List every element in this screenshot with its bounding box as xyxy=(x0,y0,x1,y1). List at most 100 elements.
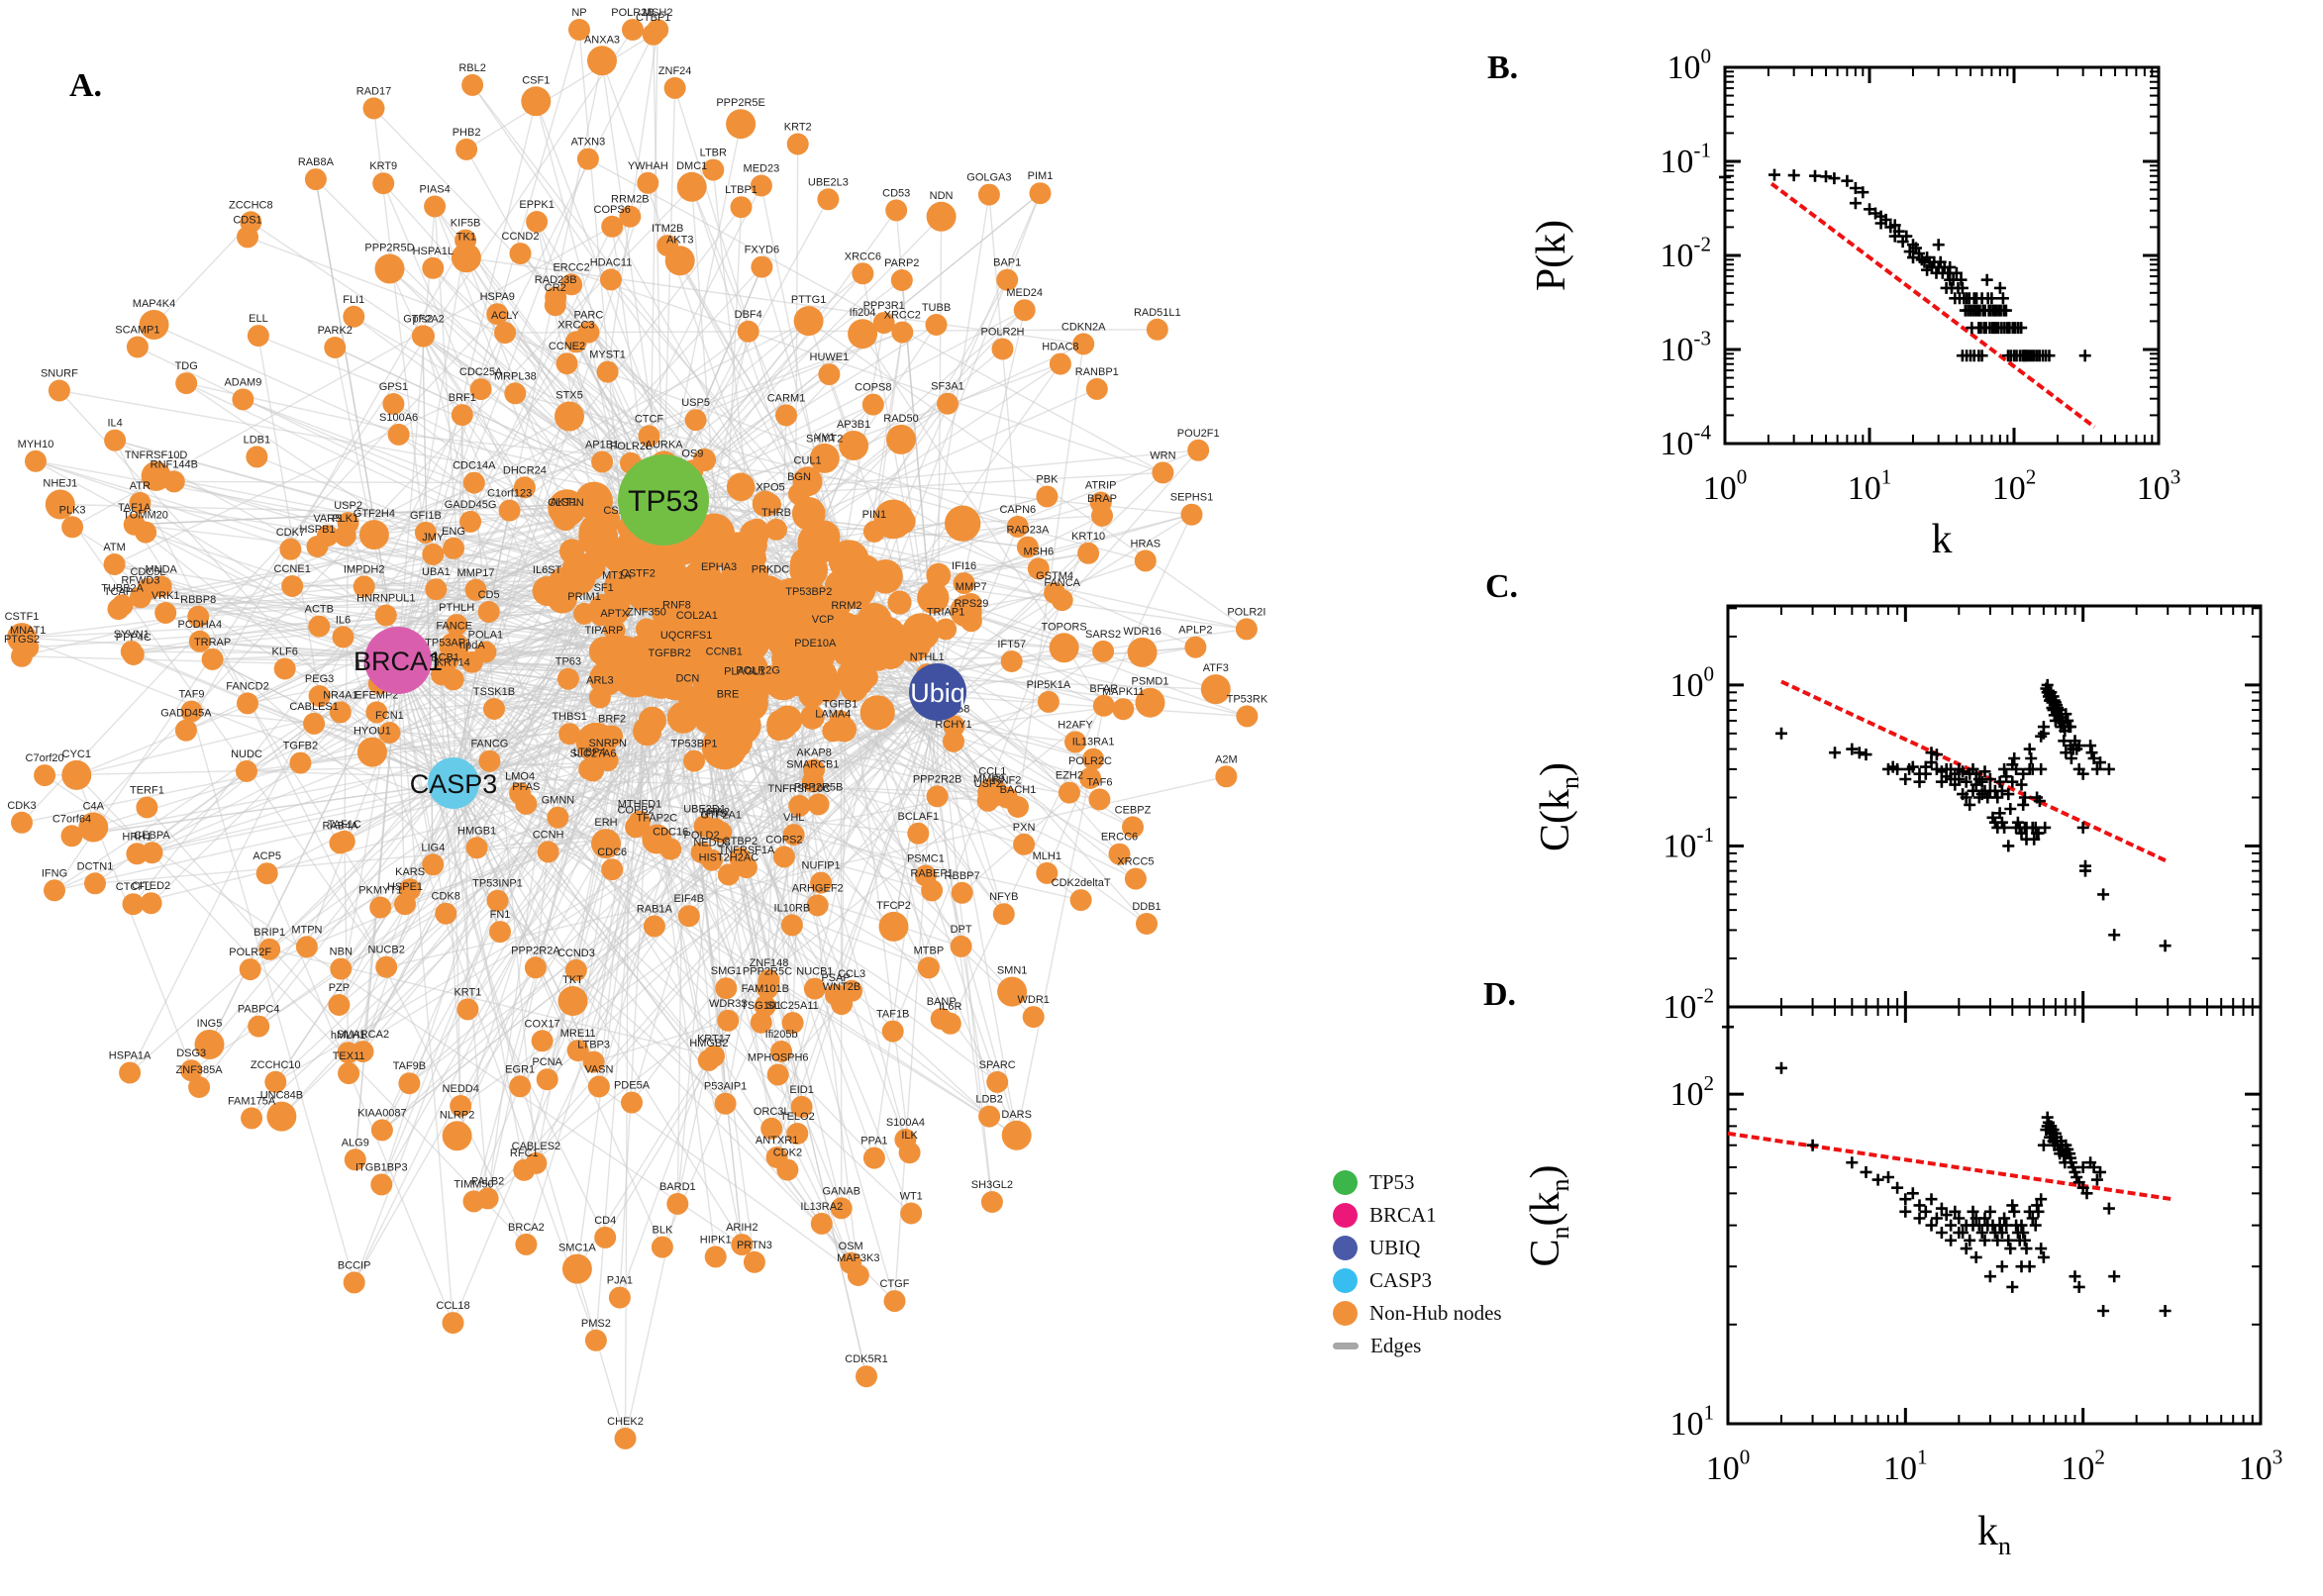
gene-label: HSPA1A xyxy=(109,1050,152,1062)
non-hub-node xyxy=(594,1226,617,1248)
gene-label: AKT1 xyxy=(551,496,578,508)
edge xyxy=(453,782,793,927)
gene-label: BANP xyxy=(927,996,957,1008)
non-hub-node xyxy=(424,195,447,218)
edge xyxy=(397,240,466,661)
gene-label: XRCC5 xyxy=(1117,856,1154,868)
data-point xyxy=(2079,864,2091,877)
non-hub-node xyxy=(663,76,686,99)
edge xyxy=(338,782,454,1006)
non-hub-node xyxy=(477,601,500,623)
non-hub-node xyxy=(370,1173,393,1196)
data-point xyxy=(2000,770,2013,783)
data-point xyxy=(2108,929,2121,942)
gene-label: CAPN6 xyxy=(999,504,1036,516)
non-hub-node xyxy=(800,704,825,730)
gene-label: PPP2R2B xyxy=(913,773,962,785)
non-hub-node xyxy=(621,1091,643,1114)
non-hub-node xyxy=(1146,318,1168,341)
non-hub-node xyxy=(411,325,434,348)
gene-label: TELO2 xyxy=(780,1111,815,1123)
data-point xyxy=(2017,1227,2030,1239)
scatter-points-B xyxy=(1719,168,2091,362)
edge xyxy=(146,807,364,1052)
non-hub-node xyxy=(676,684,699,707)
gene-label: CDC6 xyxy=(597,847,627,858)
gene-label: CDK7 xyxy=(276,527,305,539)
non-hub-node xyxy=(365,701,388,724)
gene-label: MRPL38 xyxy=(494,370,537,382)
data-point xyxy=(2094,756,2106,769)
non-hub-node xyxy=(1016,536,1039,558)
gene-label: COPS8 xyxy=(855,382,891,394)
non-hub-node xyxy=(591,829,621,859)
gene-label: ATRIP xyxy=(1085,480,1117,492)
gene-label: PEG3 xyxy=(305,673,334,685)
gene-label: RANBP1 xyxy=(1075,366,1119,378)
gene-label: DARS xyxy=(1001,1109,1032,1121)
gene-label: SMN1 xyxy=(997,965,1028,977)
gene-label: PHB2 xyxy=(453,127,481,139)
non-hub-node xyxy=(845,583,868,607)
gene-label: MED23 xyxy=(744,163,780,175)
gene-label: MAPK11 xyxy=(1102,686,1145,698)
gene-label: RCHY1 xyxy=(935,719,971,731)
gene-label: KRT1 xyxy=(454,986,481,998)
gene-label: ADAM9 xyxy=(224,376,261,388)
data-point xyxy=(1809,169,1821,182)
non-hub-node xyxy=(564,958,587,981)
non-hub-node xyxy=(587,46,617,76)
non-hub-node xyxy=(619,205,642,228)
non-hub-node xyxy=(461,73,484,96)
gene-label: USF2 xyxy=(974,778,1002,790)
edge xyxy=(354,592,618,1283)
gene-label: CABLES2 xyxy=(512,1141,561,1152)
non-hub-node xyxy=(1127,637,1158,667)
non-hub-node xyxy=(374,604,397,627)
x-axis-title-D: kn xyxy=(1977,1509,2011,1560)
non-hub-node xyxy=(1135,687,1165,718)
non-hub-node xyxy=(659,838,682,860)
data-point xyxy=(1945,1219,1958,1232)
edge xyxy=(453,782,912,1215)
gene-label: PSMD1 xyxy=(1132,676,1169,688)
non-hub-node xyxy=(978,1105,1001,1128)
gene-label: RAD50 xyxy=(883,413,918,425)
gene-label: SF1 xyxy=(594,582,614,594)
gene-label: CCND2 xyxy=(502,231,540,243)
gene-label: IL10RB xyxy=(774,902,811,914)
edge xyxy=(59,503,644,520)
data-point xyxy=(1935,1202,1948,1215)
non-hub-node xyxy=(658,658,681,681)
gene-label: NR4A1 xyxy=(323,689,357,701)
non-hub-node xyxy=(414,521,437,544)
non-hub-node xyxy=(607,545,629,566)
hub-node-ubiq xyxy=(909,663,966,721)
gene-label: PFAS xyxy=(512,781,540,793)
non-hub-node xyxy=(556,352,578,375)
data-point xyxy=(1995,1260,2008,1273)
non-hub-node xyxy=(714,1092,737,1115)
non-hub-node xyxy=(1069,889,1092,912)
non-hub-node xyxy=(1006,515,1029,538)
gene-label: RRM2B xyxy=(611,194,650,206)
data-point xyxy=(1999,304,2012,317)
non-hub-node xyxy=(111,594,134,617)
gene-label: WNT2B xyxy=(823,981,861,993)
data-point xyxy=(1957,765,1970,778)
edge xyxy=(453,782,489,1199)
gene-label: C7orf20 xyxy=(26,752,64,764)
non-hub-node xyxy=(201,648,224,670)
gene-label: TAF1A xyxy=(118,502,152,514)
gene-label: SMARCB1 xyxy=(786,758,839,770)
gene-label: CSF1 xyxy=(522,74,550,86)
network-node-labels: TCAP Ifi204 H2AFY ZCCHC8 CDS1 hMLH1 MRPL38 BAP1… xyxy=(4,7,1268,1428)
non-hub-node xyxy=(841,979,863,1002)
data-point xyxy=(1940,1209,1953,1222)
y-axis-title-D: Cn(kn) xyxy=(1523,1164,1574,1266)
axes-frame-D xyxy=(1726,1005,2263,1426)
non-hub-node xyxy=(627,635,656,663)
gene-label: POLR2C xyxy=(1068,755,1112,767)
non-hub-node xyxy=(643,915,665,938)
gene-label: TP53RK xyxy=(1227,693,1268,705)
